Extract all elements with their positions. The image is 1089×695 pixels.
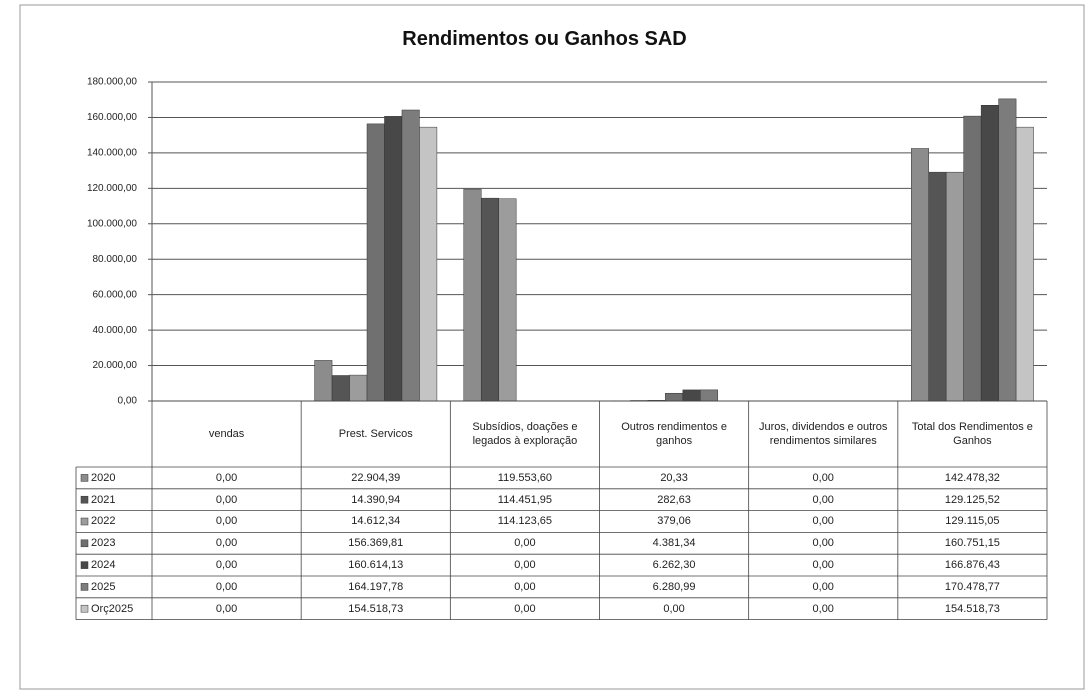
bar <box>963 115 982 402</box>
frame <box>19 4 1085 690</box>
chart-title: Rendimentos ou Ganhos SAD <box>402 28 687 50</box>
table-value: 166.876,43 <box>944 559 1000 572</box>
legend-key <box>80 539 89 548</box>
table-value: 6.262,30 <box>652 559 696 572</box>
bar <box>998 98 1017 402</box>
bar <box>498 198 517 402</box>
table-value: 0,00 <box>812 580 834 593</box>
table-value: 129.115,05 <box>945 515 1000 528</box>
table-value: 0,00 <box>812 471 834 484</box>
bar <box>480 197 499 402</box>
legend-label: 2022 <box>91 515 116 528</box>
y-tick-label: 0,00 <box>118 396 138 407</box>
legend-label: 2023 <box>91 537 116 550</box>
table-value: 22.904,39 <box>351 471 401 484</box>
table-value: 0,00 <box>812 537 834 550</box>
bar <box>419 126 438 402</box>
category-header: vendas <box>208 428 245 440</box>
category-header: Subsídios, doações e legados à exploraçã… <box>472 421 578 447</box>
legend-key <box>80 604 89 613</box>
table-value: 142.478,32 <box>944 471 1000 484</box>
category-header: Juros, dividendos e outros rendimentos s… <box>759 421 888 447</box>
table-value: 6.280,99 <box>652 580 696 593</box>
table-value: 14.390,94 <box>351 493 401 506</box>
table-value: 119.553,60 <box>497 471 553 484</box>
legend-label: 2020 <box>91 471 116 484</box>
table-value: 0,00 <box>215 471 238 484</box>
table-value: 0,00 <box>215 515 238 528</box>
table-value: 0,00 <box>514 580 536 593</box>
category-header: Outros rendimentos e ganhos <box>621 421 727 447</box>
table-value: 0,00 <box>514 537 536 550</box>
table-value: 0,00 <box>812 602 834 615</box>
y-tick-label: 20.000,00 <box>93 360 138 371</box>
bar <box>384 116 403 402</box>
table-value: 0,00 <box>215 580 238 593</box>
table-value: 0,00 <box>215 537 238 550</box>
bar <box>366 123 385 402</box>
table-value: 164.197,78 <box>348 580 404 593</box>
bar <box>928 171 947 402</box>
y-tick-label: 60.000,00 <box>93 289 138 300</box>
table-value: 0,00 <box>812 515 834 528</box>
bar <box>314 360 333 402</box>
bar <box>463 188 482 402</box>
table-value: 0,00 <box>663 602 685 615</box>
y-tick-label: 40.000,00 <box>93 325 138 336</box>
table-value: 14.612,34 <box>351 515 401 528</box>
bar <box>945 171 964 402</box>
table-value: 114.451,95 <box>497 493 553 506</box>
legend-label: Orç2025 <box>91 602 134 615</box>
table-value: 154.518,73 <box>348 602 404 615</box>
bar <box>682 389 701 402</box>
table-value: 170.478,77 <box>944 580 1000 593</box>
table-value: 0,00 <box>812 559 834 572</box>
bar <box>1015 126 1034 402</box>
legend-key <box>80 474 89 482</box>
bar <box>665 392 684 402</box>
table-value: 129.125,52 <box>944 493 1000 506</box>
bar <box>980 105 999 402</box>
y-tick-label: 120.000,00 <box>87 183 137 194</box>
bar <box>401 109 420 402</box>
table-value: 160.751,15 <box>944 537 1000 550</box>
y-tick-label: 100.000,00 <box>87 218 137 229</box>
table-value: 4.381,34 <box>652 537 696 550</box>
legend-key <box>80 583 89 591</box>
table-value: 114.123,65 <box>497 515 553 528</box>
table-value: 0,00 <box>215 602 238 615</box>
bar <box>911 148 929 402</box>
table-value: 156.369,81 <box>348 537 404 550</box>
bar <box>331 375 350 402</box>
table-value: 0,00 <box>812 493 834 506</box>
table-value: 0,00 <box>215 559 238 572</box>
legend-label: 2024 <box>91 559 116 572</box>
bar <box>700 389 719 402</box>
legend-label: 2025 <box>91 580 116 593</box>
table-value: 0,00 <box>215 493 238 506</box>
table-value: 154.518,73 <box>944 602 1000 615</box>
category-header: Prest. Servicos <box>338 428 413 440</box>
table-value: 160.614,13 <box>348 559 404 572</box>
table-value: 0,00 <box>514 602 536 615</box>
y-tick-label: 180.000,00 <box>87 77 137 88</box>
bar <box>349 374 368 402</box>
category-header: Total dos Rendimentos e Ganhos <box>911 421 1033 447</box>
y-tick-label: 140.000,00 <box>87 148 137 159</box>
table-value: 0,00 <box>514 559 536 572</box>
legend-key <box>80 561 89 569</box>
y-tick-label: 160.000,00 <box>87 112 137 123</box>
legend-key <box>80 517 89 526</box>
table-value: 282,63 <box>657 493 691 506</box>
table-value: 379,06 <box>657 515 691 528</box>
table-value: 20,33 <box>660 471 688 484</box>
legend-label: 2021 <box>91 493 116 506</box>
legend-key <box>80 495 89 504</box>
y-tick-label: 80.000,00 <box>93 254 138 265</box>
